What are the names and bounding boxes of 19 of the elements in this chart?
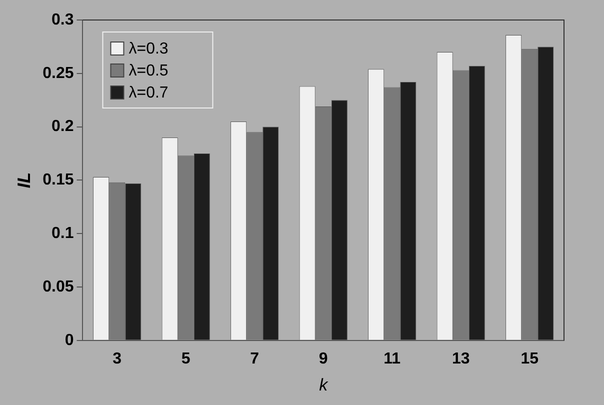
x-tick-label: 11 (384, 350, 401, 368)
x-tick-label: 15 (520, 350, 539, 368)
x-tick-label: 13 (452, 350, 470, 368)
x-axis-title: k (319, 376, 330, 395)
y-tick-label: 0.15 (42, 172, 74, 189)
x-tick-label: 9 (318, 350, 328, 368)
y-tick-label: 0.1 (51, 225, 74, 242)
y-tick-label: 0 (64, 332, 74, 349)
legend-label: λ=0.5 (128, 62, 168, 80)
y-tick-label: 0.25 (42, 64, 74, 82)
y-axis-title: IL (14, 172, 34, 188)
x-tick-label: 5 (181, 350, 190, 368)
y-tick-label: 0.05 (42, 278, 74, 296)
x-tick-label: 3 (112, 350, 122, 368)
legend-label: λ=0.3 (128, 40, 168, 58)
y-tick-label: 0.2 (51, 118, 74, 136)
legend-label: λ=0.7 (128, 84, 168, 102)
x-tick-label: 7 (250, 350, 260, 368)
y-tick-label: 0.3 (51, 11, 74, 28)
